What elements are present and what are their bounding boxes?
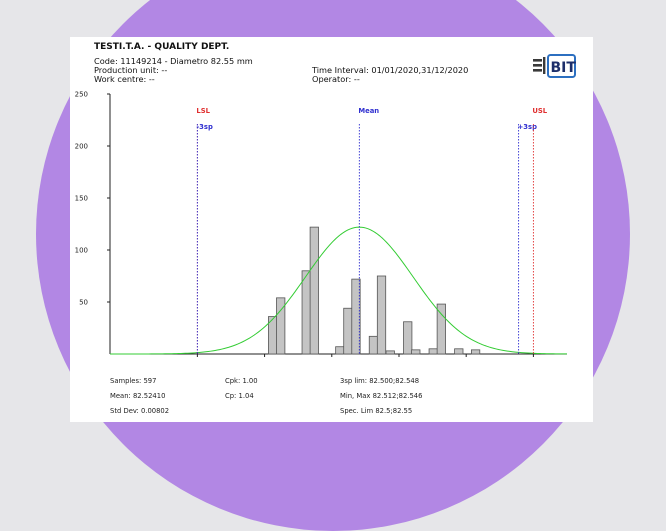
- y-tick-label: 250: [75, 91, 88, 99]
- histogram-bar: [343, 307, 353, 355]
- histogram-bar: [301, 270, 311, 355]
- axis-ticks: 5010015020025082.50082.51082.52082.53082…: [75, 91, 534, 357]
- histogram-bar: [335, 346, 345, 355]
- reference-lines: LSL -3sp Mean +3sp USL: [196, 107, 548, 354]
- operator: Operator: --: [312, 74, 360, 84]
- histogram-bar: [403, 321, 413, 355]
- ref-label-mean: Mean: [358, 107, 379, 115]
- y-tick-label: 50: [79, 299, 88, 307]
- histogram-bar: [368, 335, 379, 355]
- report-title: TESTI.T.A. - QUALITY DEPT.: [94, 42, 230, 52]
- histogram-bar: [436, 303, 446, 355]
- stat-std-dev: Std Dev: 0.00802: [110, 407, 170, 415]
- normal-curve: [110, 226, 568, 355]
- histogram-bar: [428, 348, 438, 355]
- histogram-bar: [454, 348, 464, 355]
- ref-label-3sp: +3sp: [518, 123, 537, 131]
- y-tick-label: 200: [75, 143, 88, 151]
- report-card: TESTI.T.A. - QUALITY DEPT. Code: 1114921…: [70, 37, 593, 422]
- ref-label-usl: USL: [532, 107, 547, 115]
- stat-cp: Cp: 1.04: [225, 392, 254, 400]
- product-code: Code: 11149214 - Diametro 82.55 mm: [94, 56, 253, 66]
- bit-logo: BIT: [533, 54, 577, 78]
- y-tick-label: 150: [75, 195, 88, 203]
- chart-axes: [109, 94, 567, 355]
- stat-3sp-limits: 3sp lim: 82.500;82.548: [340, 377, 420, 385]
- stat-spec-limits: Spec. Lim 82.5;82.55: [340, 407, 413, 415]
- stat-samples: Samples: 597: [110, 377, 157, 385]
- stat-cpk: Cpk: 1.00: [225, 377, 258, 385]
- histogram-bar: [385, 350, 395, 355]
- histogram-bar: [351, 278, 361, 355]
- histogram-bar: [309, 226, 319, 355]
- histogram-bars: [268, 226, 481, 355]
- histogram-bar: [376, 275, 387, 355]
- ref-label-3sp: -3sp: [196, 123, 213, 131]
- time-interval: Time Interval: 01/01/2020,31/12/2020: [312, 65, 469, 75]
- histogram-bar: [411, 349, 421, 355]
- stat-mean: Mean: 82.52410: [110, 392, 166, 400]
- production-unit: Production unit: --: [94, 65, 168, 75]
- work-centre: Work centre: --: [94, 74, 155, 84]
- y-tick-label: 100: [75, 247, 88, 255]
- logo-stripes: [533, 57, 546, 74]
- logo-frame: [547, 54, 576, 78]
- histogram-bar: [470, 349, 481, 355]
- histogram-bar: [276, 297, 286, 355]
- stat-min-max: Min, Max 82.512;82.546: [340, 392, 423, 400]
- logo-text: BIT: [551, 60, 577, 76]
- ref-label-lsl: LSL: [196, 107, 210, 115]
